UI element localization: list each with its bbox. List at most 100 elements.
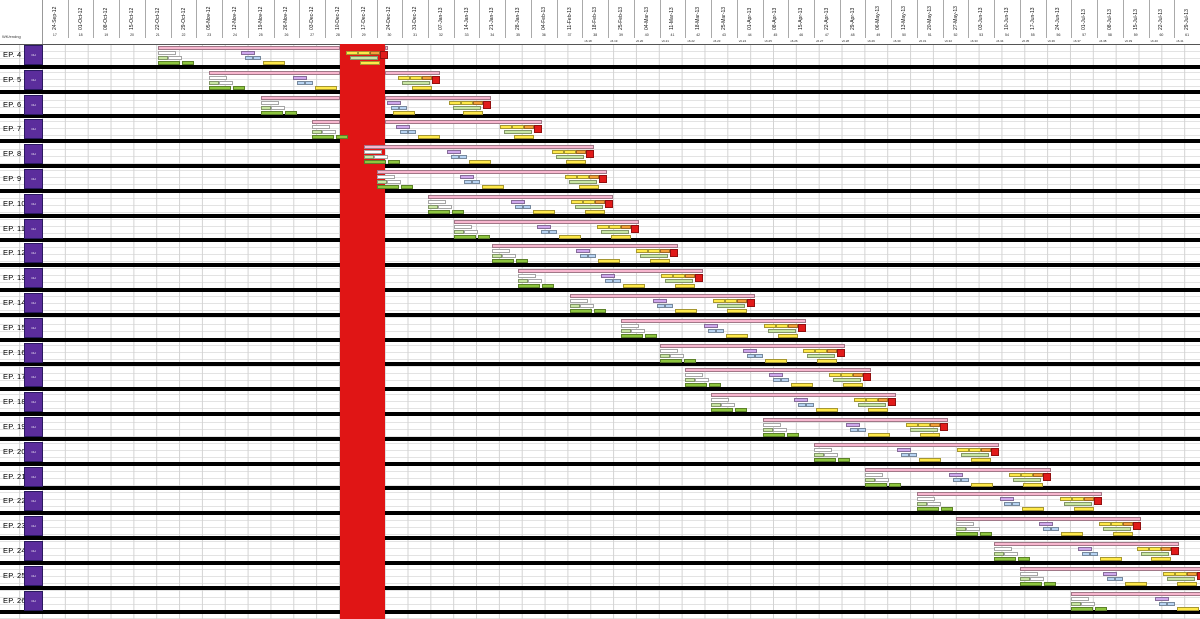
review-block[interactable] xyxy=(926,502,941,507)
script-block[interactable] xyxy=(916,497,935,502)
episode-label[interactable]: EP. 9 xyxy=(3,174,22,183)
record-block[interactable] xyxy=(336,135,349,140)
animation-block[interactable] xyxy=(563,150,576,155)
animation-block[interactable] xyxy=(764,323,777,328)
episode-timeline-bar[interactable] xyxy=(1019,566,1200,571)
edit-block[interactable] xyxy=(961,452,990,457)
design-block[interactable] xyxy=(960,477,969,482)
episode-swatch[interactable]: CH xyxy=(24,243,43,264)
date-header-cell[interactable]: 22-Jul-13 xyxy=(1149,0,1176,32)
colour-block[interactable] xyxy=(867,433,890,437)
episode-label[interactable]: EP. 24 xyxy=(3,546,26,555)
date-header-cell[interactable]: 01-Oct-12 xyxy=(68,0,95,32)
storyboard-block[interactable] xyxy=(794,398,809,403)
colour-block[interactable] xyxy=(1176,606,1199,611)
final-mix-block[interactable] xyxy=(919,433,940,437)
compositing-block[interactable] xyxy=(421,75,432,80)
storyboard-block[interactable] xyxy=(387,100,401,105)
design-block[interactable] xyxy=(407,130,416,135)
episode-swatch[interactable]: CH xyxy=(24,69,43,90)
design-block[interactable] xyxy=(613,279,622,284)
record-block[interactable] xyxy=(940,507,953,512)
episode-swatch[interactable]: CH xyxy=(24,317,43,338)
episode-timeline-bar[interactable] xyxy=(1071,591,1200,596)
episode-timeline-bar[interactable] xyxy=(685,368,871,373)
episode-swatch[interactable]: CH xyxy=(24,144,43,165)
design-block[interactable] xyxy=(901,452,910,457)
design-block[interactable] xyxy=(746,353,755,358)
review-block[interactable] xyxy=(965,527,980,532)
design-block[interactable] xyxy=(1050,527,1059,532)
edit-block[interactable] xyxy=(909,428,938,432)
edit-block[interactable] xyxy=(350,56,379,60)
colour-block[interactable] xyxy=(919,457,942,462)
layout-block[interactable] xyxy=(1071,601,1082,606)
edit-block[interactable] xyxy=(1064,502,1093,507)
script-block[interactable] xyxy=(518,274,537,279)
episode-label[interactable]: EP. 26 xyxy=(3,595,26,605)
delivery-block[interactable] xyxy=(380,51,389,59)
episode-timeline-bar[interactable] xyxy=(711,393,897,398)
edit-block[interactable] xyxy=(401,80,430,85)
colour-block[interactable] xyxy=(469,160,492,165)
delivery-block[interactable] xyxy=(669,249,678,258)
script-block[interactable] xyxy=(376,175,395,179)
storyboard-block[interactable] xyxy=(601,274,616,279)
episode-swatch[interactable]: CH xyxy=(24,441,43,462)
storyboard-block[interactable] xyxy=(1077,547,1092,551)
edit-block[interactable] xyxy=(1102,527,1131,532)
episode-label[interactable]: EP. 25 xyxy=(3,570,26,580)
animation-block[interactable] xyxy=(1163,571,1176,576)
script-block[interactable] xyxy=(260,100,279,105)
design-block[interactable] xyxy=(952,477,961,482)
episode-swatch[interactable]: CH xyxy=(24,45,43,65)
episode-label[interactable]: EP. 16 xyxy=(3,347,26,357)
review-block[interactable] xyxy=(270,105,285,110)
record-block[interactable] xyxy=(209,85,232,90)
delivery-block[interactable] xyxy=(888,398,897,407)
episode-swatch[interactable]: CH xyxy=(24,541,43,561)
date-header-cell[interactable]: 08-Jul-13 xyxy=(1097,0,1124,32)
animation-block[interactable] xyxy=(576,175,589,179)
delivery-block[interactable] xyxy=(585,150,594,159)
layout-block[interactable] xyxy=(453,229,464,234)
final-mix-block[interactable] xyxy=(1151,557,1172,561)
edit-block[interactable] xyxy=(832,378,861,383)
review-block[interactable] xyxy=(721,403,736,408)
layout-block[interactable] xyxy=(814,452,824,457)
review-block[interactable] xyxy=(875,477,890,482)
script-block[interactable] xyxy=(569,299,588,303)
script-block[interactable] xyxy=(762,423,781,427)
episode-label[interactable]: EP. 20 xyxy=(3,446,26,456)
record-block[interactable] xyxy=(659,358,682,363)
delivery-block[interactable] xyxy=(483,100,491,109)
design-block[interactable] xyxy=(541,229,550,234)
record-block[interactable] xyxy=(1018,557,1031,561)
colour-block[interactable] xyxy=(481,185,504,189)
animation-block[interactable] xyxy=(346,51,359,55)
date-header-cell[interactable]: 24-Sep-12 xyxy=(42,0,69,32)
final-mix-block[interactable] xyxy=(675,284,696,289)
colour-block[interactable] xyxy=(790,383,813,388)
storyboard-block[interactable] xyxy=(948,472,963,477)
record-block[interactable] xyxy=(428,209,450,214)
episode-label[interactable]: EP. 23 xyxy=(3,521,26,531)
compositing-block[interactable] xyxy=(659,249,670,254)
final-mix-block[interactable] xyxy=(578,185,599,189)
design-block[interactable] xyxy=(605,279,614,284)
storyboard-block[interactable] xyxy=(897,447,912,452)
design-block[interactable] xyxy=(296,80,305,85)
design-block[interactable] xyxy=(1089,552,1098,556)
review-block[interactable] xyxy=(322,130,337,135)
review-block[interactable] xyxy=(772,428,787,432)
script-block[interactable] xyxy=(363,150,382,155)
edit-block[interactable] xyxy=(555,155,584,160)
storyboard-block[interactable] xyxy=(1103,571,1118,576)
layout-block[interactable] xyxy=(569,304,580,308)
design-block[interactable] xyxy=(451,155,460,160)
date-header-cell[interactable]: 08-Apr-13 xyxy=(763,0,790,32)
delivery-block[interactable] xyxy=(798,323,807,332)
animation-block[interactable] xyxy=(802,348,815,353)
record-block[interactable] xyxy=(838,457,850,462)
compositing-block[interactable] xyxy=(1122,522,1133,527)
